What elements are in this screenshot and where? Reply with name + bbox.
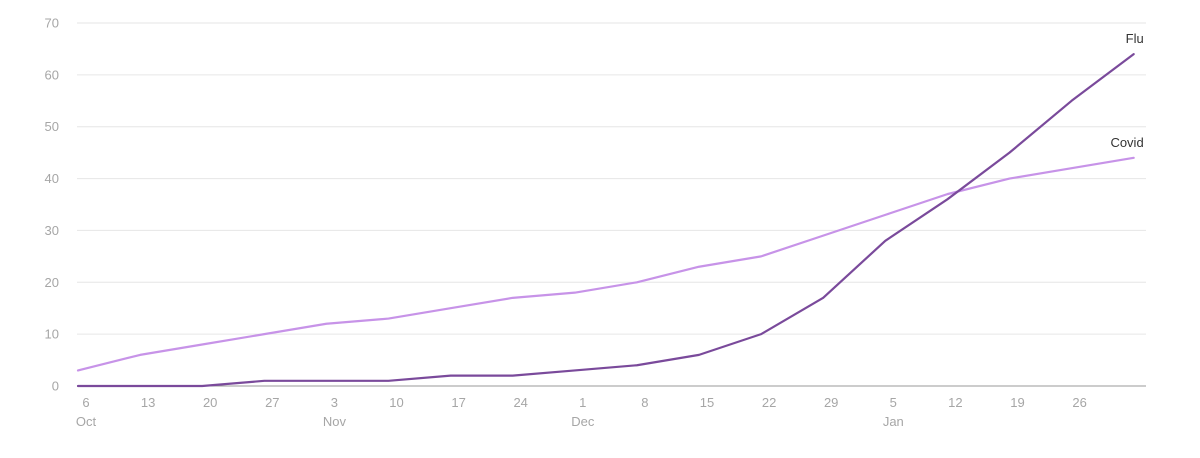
y-tick-label: 0 <box>52 379 59 394</box>
x-tick-label: 26 <box>1072 395 1086 410</box>
x-tick-label: 17 <box>451 395 465 410</box>
x-tick-label: 20 <box>203 395 217 410</box>
x-tick-label: 8 <box>641 395 648 410</box>
x-tick-label: 12 <box>948 395 962 410</box>
x-tick-label: 5 <box>890 395 897 410</box>
x-tick-label: 27 <box>265 395 279 410</box>
series-labels: Covid Flu <box>1110 31 1143 150</box>
series-label-covid: Covid <box>1110 135 1143 150</box>
y-tick-label: 10 <box>45 327 59 342</box>
gridlines <box>77 22 1146 335</box>
series-line-covid <box>76 156 1135 372</box>
x-tick-label: 1 <box>579 395 586 410</box>
x-month-label: Nov <box>323 414 347 429</box>
series-lines <box>76 53 1135 388</box>
x-tick-label: 29 <box>824 395 838 410</box>
y-tick-label: 50 <box>45 119 59 134</box>
x-tick-label: 13 <box>141 395 155 410</box>
x-tick-label: 6 <box>82 395 89 410</box>
y-tick-label: 70 <box>45 16 59 31</box>
x-tick-label: 24 <box>513 395 527 410</box>
y-tick-label: 30 <box>45 223 59 238</box>
x-month-label: Dec <box>571 414 595 429</box>
y-tick-label: 40 <box>45 171 59 186</box>
x-tick-label: 15 <box>700 395 714 410</box>
x-tick-label: 3 <box>331 395 338 410</box>
x-tick-label: 19 <box>1010 395 1024 410</box>
x-axis: 6 13 20 27 3 10 17 24 1 8 15 22 29 5 12 19 26 Oct Nov Dec Ja… <box>76 385 1146 429</box>
series-line-flu <box>76 53 1135 388</box>
y-tick-label: 20 <box>45 275 59 290</box>
x-tick-label: 10 <box>389 395 403 410</box>
series-label-flu: Flu <box>1126 31 1144 46</box>
x-month-label: Jan <box>883 414 904 429</box>
x-month-label: Oct <box>76 414 97 429</box>
x-tick-label: 22 <box>762 395 776 410</box>
y-tick-label: 60 <box>45 67 59 82</box>
y-axis: 0 10 20 30 40 50 60 70 <box>45 16 59 394</box>
